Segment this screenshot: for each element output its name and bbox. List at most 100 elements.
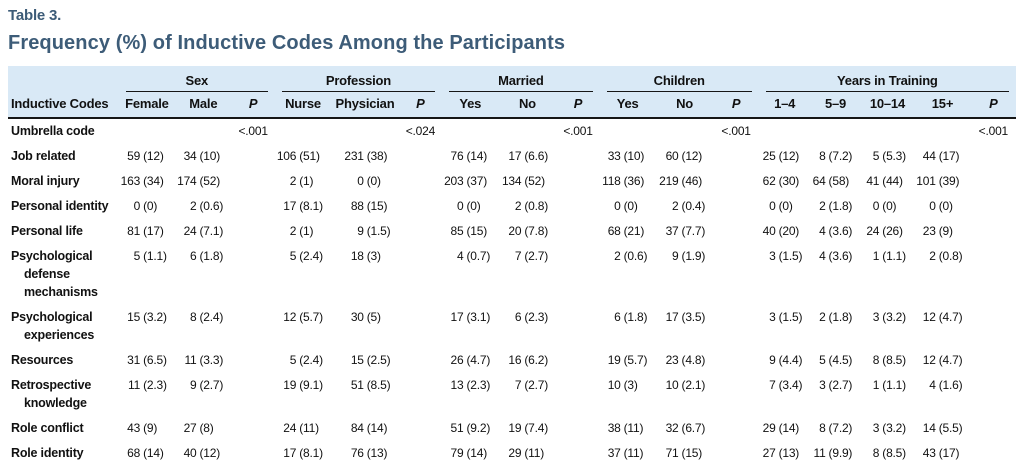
table-cell bbox=[971, 416, 1016, 441]
table-cell: 134 (52) bbox=[498, 169, 556, 194]
percent-value: (4.7) bbox=[938, 310, 963, 324]
row-label: Psychological defense mechanisms bbox=[11, 249, 98, 299]
table-cell bbox=[556, 373, 599, 416]
percent-value: (2.3) bbox=[143, 378, 167, 392]
percent-value: (3.2) bbox=[143, 310, 167, 324]
percent-value: (10) bbox=[199, 149, 221, 163]
table-row-role-conflict: Role conflict 43 (9) 27 (8) 24 (11) 84 (14) 51 (9.… bbox=[8, 416, 1016, 441]
count-value: 51 bbox=[350, 378, 364, 392]
count-percent-value: 24 (26) bbox=[863, 222, 913, 240]
percent-value: (30) bbox=[778, 174, 800, 188]
table-cell bbox=[714, 244, 759, 305]
table-cell: 163 (34) bbox=[119, 169, 175, 194]
table-cell bbox=[714, 348, 759, 373]
table-body: Umbrella code <.001 <.024 <.001 <.001 <.001 Jo… bbox=[8, 118, 1016, 469]
count-percent-value: 3 (2.7) bbox=[813, 376, 859, 394]
count-percent-value: 0 (0) bbox=[916, 197, 968, 215]
count-percent-value: 26 (4.7) bbox=[444, 351, 496, 369]
table-cell: 101 (39) bbox=[914, 169, 970, 194]
table-cell: 3 (3.2) bbox=[861, 305, 915, 348]
percent-value: (8) bbox=[199, 421, 214, 435]
count-percent-value: 3 (1.5) bbox=[761, 308, 809, 326]
table-cell: 4 (1.6) bbox=[914, 373, 970, 416]
count-percent-value: 2 (0.8) bbox=[500, 197, 554, 215]
count-percent-value: 76 (13) bbox=[333, 444, 397, 462]
count-percent-value: 68 (14) bbox=[121, 444, 173, 462]
count-value: 41 bbox=[866, 174, 880, 188]
count-percent-value: 68 (21) bbox=[602, 222, 654, 240]
count-value: 11 bbox=[813, 446, 826, 460]
count-percent-value: 8 (7.2) bbox=[813, 419, 859, 437]
count-value: 23 bbox=[922, 224, 936, 238]
table-cell: 2 (1.8) bbox=[811, 194, 861, 219]
table-cell: 27 (13) bbox=[759, 441, 811, 469]
count-value: 79 bbox=[450, 446, 464, 460]
table-cell bbox=[232, 219, 275, 244]
table-row-personal-life: Personal life 81 (17) 24 (7.1) 2 (1) 9 (1.5) 85 (1… bbox=[8, 219, 1016, 244]
count-percent-value: 40 (20) bbox=[761, 222, 809, 240]
percent-value: (10) bbox=[623, 149, 645, 163]
count-percent-value: 85 (15) bbox=[444, 222, 496, 240]
count-percent-value: 43 (17) bbox=[916, 444, 968, 462]
p-value: <.024 bbox=[405, 124, 436, 138]
percent-value: (2.3) bbox=[466, 378, 491, 392]
table-cell bbox=[556, 416, 599, 441]
percent-value: (14) bbox=[466, 149, 488, 163]
table-cell bbox=[971, 373, 1016, 416]
count-percent-value: 5 (2.4) bbox=[277, 351, 329, 369]
table-cell: 9 (1.5) bbox=[331, 219, 399, 244]
table-cell: 51 (8.5) bbox=[331, 373, 399, 416]
count-value: 25 bbox=[762, 149, 776, 163]
table-cell: 4 (0.7) bbox=[442, 244, 498, 305]
table-cell: 17 (8.1) bbox=[275, 441, 331, 469]
column-header-sex-female: Female bbox=[118, 92, 176, 119]
table-cell bbox=[399, 169, 442, 194]
table-cell: 14 (5.5) bbox=[914, 416, 970, 441]
percent-value: (8.5) bbox=[366, 378, 391, 392]
count-value: 0 bbox=[457, 199, 464, 213]
row-label: Psychological experiences bbox=[11, 310, 95, 342]
count-value: 1 bbox=[872, 378, 880, 392]
count-value: 7 bbox=[514, 378, 522, 392]
row-label: Job related bbox=[11, 149, 76, 163]
table-cell: 30 (5) bbox=[331, 305, 399, 348]
count-value: 31 bbox=[127, 353, 141, 367]
count-value: 44 bbox=[922, 149, 936, 163]
table-cell: <.024 bbox=[399, 118, 442, 144]
table-cell bbox=[556, 169, 599, 194]
count-percent-value: 7 (2.7) bbox=[500, 247, 554, 265]
table-cell bbox=[759, 118, 811, 144]
percent-value: (0) bbox=[778, 199, 793, 213]
group-header-sex: Sex bbox=[118, 66, 275, 92]
count-percent-value: 8 (2.4) bbox=[177, 308, 229, 326]
percent-value: (3.6) bbox=[828, 249, 853, 263]
group-header-children: Children bbox=[599, 66, 759, 92]
count-percent-value: 15 (3.2) bbox=[121, 308, 173, 326]
count-value: 27 bbox=[762, 446, 776, 460]
count-percent-value: 3 (3.2) bbox=[863, 419, 913, 437]
count-value: 106 bbox=[276, 149, 297, 163]
count-percent-value: 8 (7.2) bbox=[813, 147, 859, 165]
count-value: 17 bbox=[283, 446, 297, 460]
table-cell: 5 (5.3) bbox=[861, 144, 915, 169]
percent-value: (15) bbox=[466, 224, 488, 238]
count-value: 1 bbox=[872, 249, 880, 263]
table-cell: 6 (1.8) bbox=[600, 305, 656, 348]
table-cell: 7 (3.4) bbox=[759, 373, 811, 416]
table-cell: 9 (2.7) bbox=[175, 373, 231, 416]
count-percent-value: 9 (2.7) bbox=[177, 376, 229, 394]
table-cell: 59 (12) bbox=[119, 144, 175, 169]
percent-value: (7.2) bbox=[828, 421, 853, 435]
table-cell: 11 (2.3) bbox=[119, 373, 175, 416]
count-percent-value: 11 (3.3) bbox=[177, 351, 229, 369]
table-cell bbox=[399, 348, 442, 373]
percent-value: (5.7) bbox=[299, 310, 323, 324]
count-percent-value: 5 (2.4) bbox=[277, 247, 329, 265]
table-cell bbox=[556, 305, 599, 348]
table-cell: 62 (30) bbox=[759, 169, 811, 194]
table-cell bbox=[232, 305, 275, 348]
count-value: 2 bbox=[929, 249, 936, 263]
count-percent-value: 51 (9.2) bbox=[444, 419, 496, 437]
column-header-profession-physician: Physician bbox=[331, 92, 399, 119]
percent-value: (58) bbox=[828, 174, 850, 188]
